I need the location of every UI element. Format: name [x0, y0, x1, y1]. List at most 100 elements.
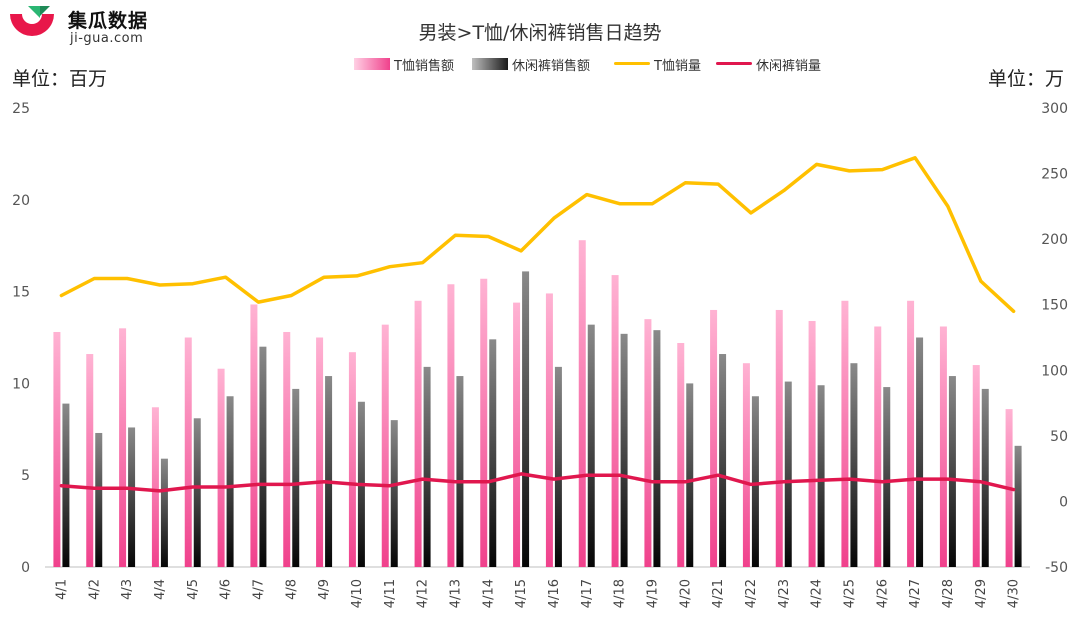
bar-tshirt-sales [447, 284, 455, 567]
bar-pants-sales [160, 458, 168, 567]
x-tick-label: 4/12 [416, 579, 431, 608]
bar-pants-sales [719, 354, 727, 567]
bar-pants-sales [817, 385, 825, 567]
x-tick-label: 4/23 [777, 579, 792, 608]
bar-pants-sales [587, 324, 595, 567]
bar-tshirt-sales [710, 309, 718, 567]
bar-pants-sales [981, 388, 989, 567]
bar-pants-sales [620, 333, 628, 567]
chart-title: 男装>T恤/休闲裤销售日趋势 [418, 22, 662, 44]
bar-tshirt-sales [86, 354, 94, 567]
bar-tshirt-sales [907, 300, 915, 567]
bar-pants-sales [1014, 445, 1022, 567]
bar-pants-sales [259, 346, 267, 567]
bar-tshirt-sales [283, 331, 291, 567]
x-tick-label: 4/21 [711, 579, 726, 608]
logo-mark-icon [10, 6, 54, 36]
x-tick-label: 4/29 [974, 579, 989, 608]
x-tick-label: 4/1 [54, 579, 69, 600]
x-tick-label: 4/16 [547, 579, 562, 608]
y-right-tick-label: 200 [1041, 232, 1068, 248]
y-right-tick-label: 50 [1050, 429, 1068, 445]
bar-tshirt-sales [217, 368, 225, 567]
bar-tshirt-sales [316, 337, 324, 567]
x-tick-label: 4/6 [219, 579, 234, 600]
y-right-tick-label: 250 [1041, 167, 1068, 183]
bar-tshirt-sales [414, 300, 422, 567]
y-right-tick-label: 300 [1041, 101, 1068, 117]
bar-tshirt-sales [874, 326, 882, 567]
line-tshirt-volume [59, 156, 1016, 314]
x-tick-label: 4/10 [350, 579, 365, 608]
bar-pants-sales [226, 396, 234, 567]
bar-pants-sales [390, 420, 398, 567]
legend: T恤销售额 休闲裤销售额 T恤销量 休闲裤销量 [0, 54, 1080, 74]
bar-tshirt-sales [578, 240, 586, 567]
y-right-tick-label: 100 [1041, 363, 1068, 379]
x-tick-label: 4/5 [186, 579, 201, 600]
bar-tshirt-sales [381, 324, 389, 567]
x-tick-label: 4/18 [613, 579, 628, 608]
bar-pants-sales [554, 366, 562, 567]
bar-pants-sales [95, 432, 103, 567]
y-left-tick-label: 10 [12, 376, 30, 392]
x-tick-label: 4/30 [1007, 579, 1022, 608]
bar-tshirt-sales [677, 343, 685, 567]
x-tick-label: 4/3 [120, 579, 135, 600]
x-tick-label: 4/24 [810, 579, 825, 608]
y-left-tick-label: 15 [12, 285, 30, 301]
legend-label: 休闲裤销售额 [512, 59, 591, 74]
legend-swatch-tshirt-sales [354, 58, 390, 70]
bar-pants-sales [522, 271, 530, 567]
x-tick-label: 4/7 [251, 579, 266, 600]
y-right-tick-label: -50 [1045, 560, 1068, 576]
bar-pants-sales [193, 418, 201, 567]
logo-name: 集瓜数据 [68, 10, 149, 32]
bar-tshirt-sales [184, 337, 192, 567]
bar-tshirt-sales [250, 304, 258, 567]
y-right-tick-label: 150 [1041, 298, 1068, 314]
right-axis-unit: 单位：万 [987, 68, 1064, 90]
bar-pants-sales [456, 376, 464, 567]
x-tick-label: 4/8 [284, 579, 299, 600]
x-tick-label: 4/15 [514, 579, 529, 608]
x-tick-label: 4/26 [875, 579, 890, 608]
legend-swatch-pants-sales [472, 58, 508, 70]
y-left-tick-label: 5 [21, 468, 30, 484]
y-right-tick-label: 0 [1059, 494, 1068, 510]
bar-tshirt-sales [348, 352, 356, 567]
logo: 集瓜数据 ji-gua.com [6, 4, 166, 48]
bar-pants-sales [292, 388, 300, 567]
bar-pants-sales [128, 427, 136, 567]
bar-tshirt-sales [742, 363, 750, 567]
bar-tshirt-sales [644, 319, 652, 567]
x-tick-label: 4/14 [481, 579, 496, 608]
line-pants-volume [59, 472, 1016, 493]
bar-tshirt-sales [513, 302, 521, 567]
legend-label: T恤销量 [654, 59, 701, 74]
bar-pants-sales [686, 383, 694, 567]
bar-pants-sales [916, 337, 924, 567]
legend-swatch-pants-volume [716, 62, 752, 65]
bar-tshirt-sales [775, 309, 783, 567]
x-tick-label: 4/11 [383, 579, 398, 608]
bar-tshirt-sales [53, 331, 61, 567]
x-tick-label: 4/17 [580, 579, 595, 608]
x-tick-label: 4/22 [744, 579, 759, 608]
legend-label: 休闲裤销量 [756, 59, 822, 74]
bar-pants-sales [948, 376, 956, 567]
x-tick-label: 4/25 [842, 579, 857, 608]
x-tick-label: 4/4 [153, 579, 168, 600]
bar-tshirt-sales [480, 278, 488, 567]
y-left-tick-label: 25 [12, 101, 30, 117]
bar-pants-sales [423, 366, 431, 567]
bar-pants-sales [784, 381, 792, 567]
x-tick-label: 4/2 [87, 579, 102, 600]
y-left-tick-label: 20 [12, 193, 30, 209]
bar-tshirt-sales [151, 407, 159, 567]
bar-tshirt-sales [808, 320, 816, 567]
x-tick-label: 4/20 [678, 579, 693, 608]
bar-tshirt-sales [972, 365, 980, 567]
bar-pants-sales [850, 363, 858, 567]
